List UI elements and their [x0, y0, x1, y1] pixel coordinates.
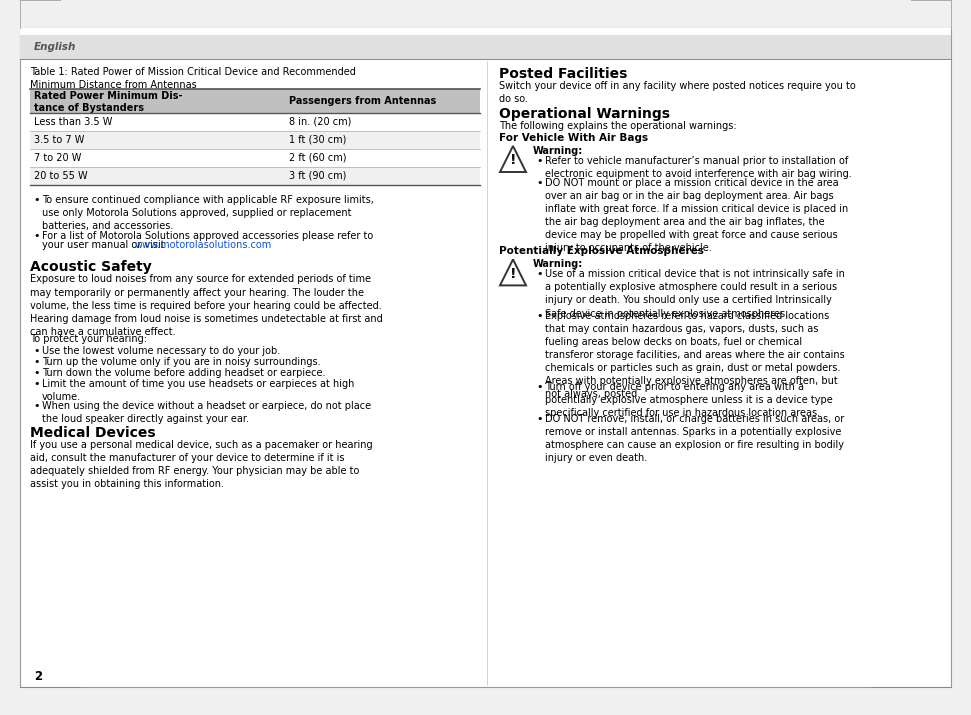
- Text: •: •: [536, 177, 543, 187]
- Text: Table 1: Rated Power of Mission Critical Device and Recommended
Minimum Distance: Table 1: Rated Power of Mission Critical…: [30, 67, 356, 90]
- Text: To protect your hearing:: To protect your hearing:: [30, 335, 147, 345]
- Text: If you use a personal medical device, such as a pacemaker or hearing
aid, consul: If you use a personal medical device, su…: [30, 440, 373, 489]
- Text: Passengers from Antennas: Passengers from Antennas: [289, 96, 436, 106]
- Text: Operational Warnings: Operational Warnings: [499, 107, 670, 121]
- Text: 3 ft (90 cm): 3 ft (90 cm): [289, 171, 347, 181]
- Text: •: •: [536, 156, 543, 166]
- Bar: [30, 89, 480, 113]
- Text: Explosive atmospheres refer to hazard classified locations
that may contain haza: Explosive atmospheres refer to hazard cl…: [545, 311, 845, 400]
- Text: •: •: [33, 345, 40, 355]
- Text: Use of a mission critical device that is not intrinsically safe in
a potentially: Use of a mission critical device that is…: [545, 270, 845, 318]
- Text: Posted Facilities: Posted Facilities: [499, 67, 627, 81]
- Text: Warning:: Warning:: [533, 260, 584, 270]
- Text: •: •: [33, 368, 40, 378]
- Text: 20 to 55 W: 20 to 55 W: [34, 171, 87, 181]
- Text: English: English: [34, 42, 77, 52]
- Text: !: !: [510, 267, 517, 281]
- Text: Rated Power Minimum Dis-
tance of Bystanders: Rated Power Minimum Dis- tance of Bystan…: [34, 91, 183, 114]
- Text: your user manual or visit: your user manual or visit: [42, 240, 168, 250]
- Text: www.motorolasolutions.com: www.motorolasolutions.com: [134, 240, 272, 250]
- Text: 1 ft (30 cm): 1 ft (30 cm): [289, 135, 347, 145]
- Text: Warning:: Warning:: [533, 146, 584, 156]
- Text: Medical Devices: Medical Devices: [30, 425, 155, 440]
- Text: •: •: [33, 195, 40, 205]
- Text: Limit the amount of time you use headsets or earpieces at high
volume.: Limit the amount of time you use headset…: [42, 380, 354, 403]
- Text: Acoustic Safety: Acoustic Safety: [30, 260, 151, 275]
- Text: For Vehicle With Air Bags: For Vehicle With Air Bags: [499, 133, 648, 143]
- Text: •: •: [33, 400, 40, 410]
- Text: 7 to 20 W: 7 to 20 W: [34, 153, 82, 163]
- Text: 3.5 to 7 W: 3.5 to 7 W: [34, 135, 84, 145]
- Text: Turn up the volume only if you are in noisy surroundings.: Turn up the volume only if you are in no…: [42, 357, 320, 367]
- Text: Switch your device off in any facility where posted notices require you to
do so: Switch your device off in any facility w…: [499, 81, 855, 104]
- Text: Turn down the volume before adding headset or earpiece.: Turn down the volume before adding heads…: [42, 368, 325, 378]
- Text: •: •: [33, 231, 40, 241]
- Text: The following explains the operational warnings:: The following explains the operational w…: [499, 121, 737, 131]
- Text: To ensure continued compliance with applicable RF exposure limits,
use only Moto: To ensure continued compliance with appl…: [42, 195, 374, 231]
- Text: •: •: [536, 383, 543, 393]
- Text: When using the device without a headset or earpiece, do not place
the loud speak: When using the device without a headset …: [42, 400, 371, 423]
- Text: !: !: [510, 153, 517, 167]
- Text: •: •: [33, 357, 40, 367]
- Text: Potentially Explosive Atmospheres: Potentially Explosive Atmospheres: [499, 247, 704, 257]
- Text: •: •: [536, 311, 543, 321]
- Text: Exposure to loud noises from any source for extended periods of time
may tempora: Exposure to loud noises from any source …: [30, 275, 383, 337]
- Text: •: •: [33, 380, 40, 390]
- Bar: [20, 35, 951, 59]
- Text: Turn off your device prior to entering any area with a
potentially explosive atm: Turn off your device prior to entering a…: [545, 383, 833, 418]
- Bar: [30, 167, 480, 185]
- Bar: [20, 28, 951, 56]
- Text: Refer to vehicle manufacturer’s manual prior to installation of
electronic equip: Refer to vehicle manufacturer’s manual p…: [545, 156, 852, 179]
- Text: •: •: [536, 414, 543, 424]
- Polygon shape: [500, 260, 526, 285]
- Text: 8 in. (20 cm): 8 in. (20 cm): [289, 117, 352, 127]
- Polygon shape: [500, 146, 526, 172]
- Text: 2 ft (60 cm): 2 ft (60 cm): [289, 153, 347, 163]
- Text: 2: 2: [34, 671, 42, 684]
- Text: DO NOT mount or place a mission critical device in the area
over an air bag or i: DO NOT mount or place a mission critical…: [545, 177, 849, 253]
- Text: Less than 3.5 W: Less than 3.5 W: [34, 117, 113, 127]
- Text: •: •: [536, 270, 543, 280]
- Text: DO NOT remove, install, or charge batteries in such areas, or
remove or install : DO NOT remove, install, or charge batter…: [545, 414, 844, 463]
- Text: For a list of Motorola Solutions approved accessories please refer to: For a list of Motorola Solutions approve…: [42, 231, 373, 241]
- Text: Use the lowest volume necessary to do your job.: Use the lowest volume necessary to do yo…: [42, 345, 281, 355]
- Bar: [30, 131, 480, 149]
